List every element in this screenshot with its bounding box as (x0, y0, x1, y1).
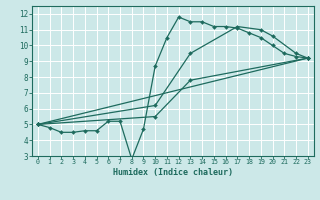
X-axis label: Humidex (Indice chaleur): Humidex (Indice chaleur) (113, 168, 233, 177)
